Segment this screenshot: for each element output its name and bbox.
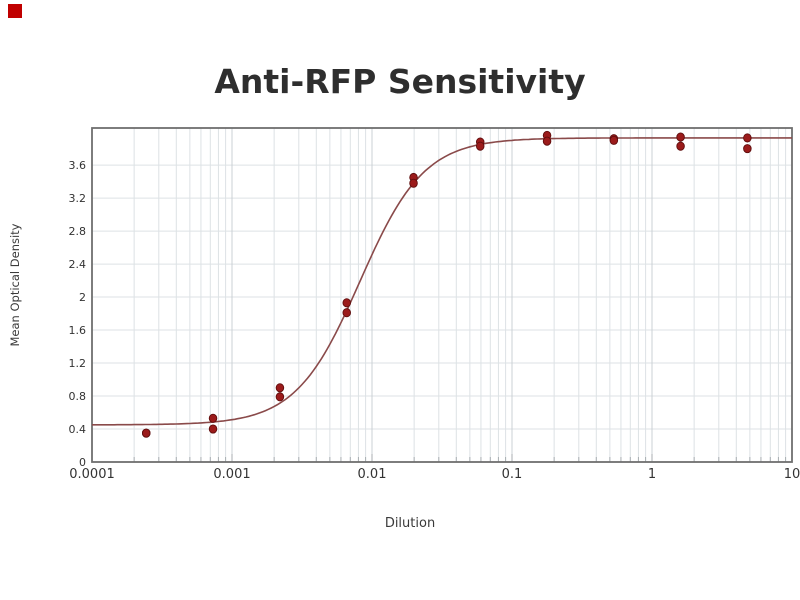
plot-frame: [91, 127, 793, 463]
data-point: [475, 141, 485, 151]
x-tick-label: 0.001: [213, 467, 250, 482]
x-tick-label: 0.01: [358, 467, 387, 482]
chart-title: Anti-RFP Sensitivity: [214, 62, 586, 101]
data-point: [275, 383, 285, 393]
y-tick-label: 2.4: [69, 258, 87, 271]
data-point: [609, 135, 619, 145]
data-point: [743, 144, 752, 154]
y-tick-label: 2: [79, 291, 86, 304]
data-point: [275, 392, 285, 402]
data-point: [676, 141, 685, 151]
corner-marker: [8, 4, 22, 18]
data-point: [208, 424, 218, 434]
data-point: [409, 178, 418, 188]
data-point: [676, 132, 685, 142]
y-tick-label: 0: [79, 456, 86, 469]
x-axis-label: Dilution: [384, 516, 436, 531]
y-tick-label: 3.2: [69, 192, 87, 205]
y-tick-label: 0.8: [69, 390, 87, 403]
x-tick-label: 0.0001: [69, 467, 115, 482]
y-tick-label: 1.6: [69, 324, 87, 337]
data-point: [208, 413, 218, 423]
x-tick-label: 10: [784, 467, 800, 482]
data-point: [342, 298, 351, 308]
data-point: [342, 308, 351, 318]
y-tick-label: 3.6: [69, 159, 87, 172]
y-tick-label: 1.2: [69, 357, 87, 370]
data-point: [141, 428, 151, 438]
data-point: [743, 133, 752, 143]
x-tick-label: 0.1: [502, 467, 523, 482]
fit-curve: [92, 137, 792, 426]
y-tick-label: 0.4: [69, 423, 87, 436]
x-tick-label: 1: [648, 467, 656, 482]
y-tick-label: 2.8: [69, 225, 87, 238]
data-point: [542, 136, 552, 146]
